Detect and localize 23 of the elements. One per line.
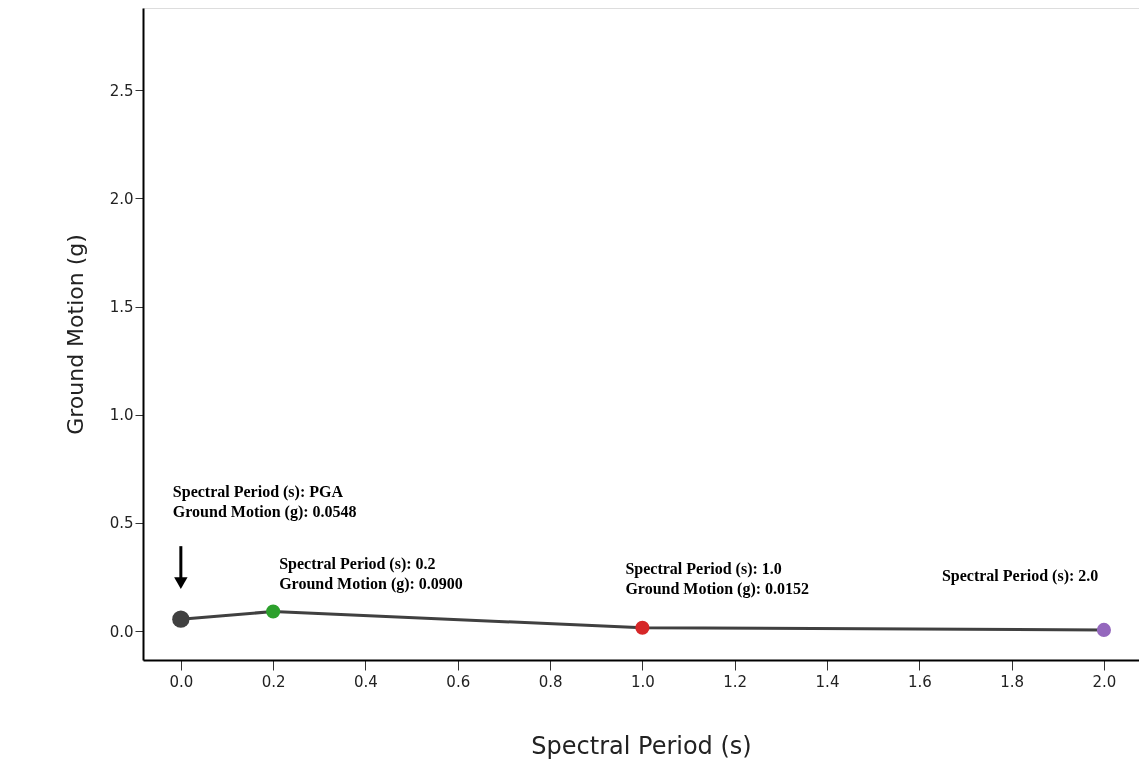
- annotation: Spectral Period (s): 2.0: [941, 566, 1099, 585]
- y-tick-label: 1.5: [109, 298, 134, 317]
- y-axis-title: Ground Motion (g): [62, 234, 88, 435]
- x-tick-label: 2.0: [1092, 672, 1117, 691]
- y-tick-label: 2.5: [109, 81, 134, 100]
- x-tick-label: 1.4: [815, 672, 840, 691]
- y-tick-label: 0.5: [109, 514, 134, 533]
- x-tick-label: 0.6: [446, 672, 471, 691]
- annotation: Spectral Period (s): 0.2 Ground Motion (g): 0.0900: [279, 554, 463, 593]
- x-tick-label: 0.4: [354, 672, 378, 691]
- x-tick-label: 1.2: [723, 672, 748, 691]
- x-tick-label: 0.2: [261, 672, 286, 691]
- x-tick-label: 0.0: [169, 672, 194, 691]
- y-tick-label: 1.0: [109, 406, 134, 425]
- y-tick-label: 0.0: [109, 622, 134, 641]
- x-tick-label: 1.0: [630, 672, 655, 691]
- annotation: Spectral Period (s): 1.0 Ground Motion (g): 0.0152: [625, 559, 810, 598]
- y-tick-label: 2.0: [109, 189, 134, 208]
- x-tick-label: 1.6: [907, 672, 932, 691]
- x-axis-title: Spectral Period (s): [531, 731, 752, 760]
- x-tick-label: 1.8: [1000, 672, 1025, 691]
- x-tick-label: 0.8: [538, 672, 563, 691]
- annotation: Spectral Period (s): PGA Ground Motion (g): 0.0548: [172, 483, 357, 522]
